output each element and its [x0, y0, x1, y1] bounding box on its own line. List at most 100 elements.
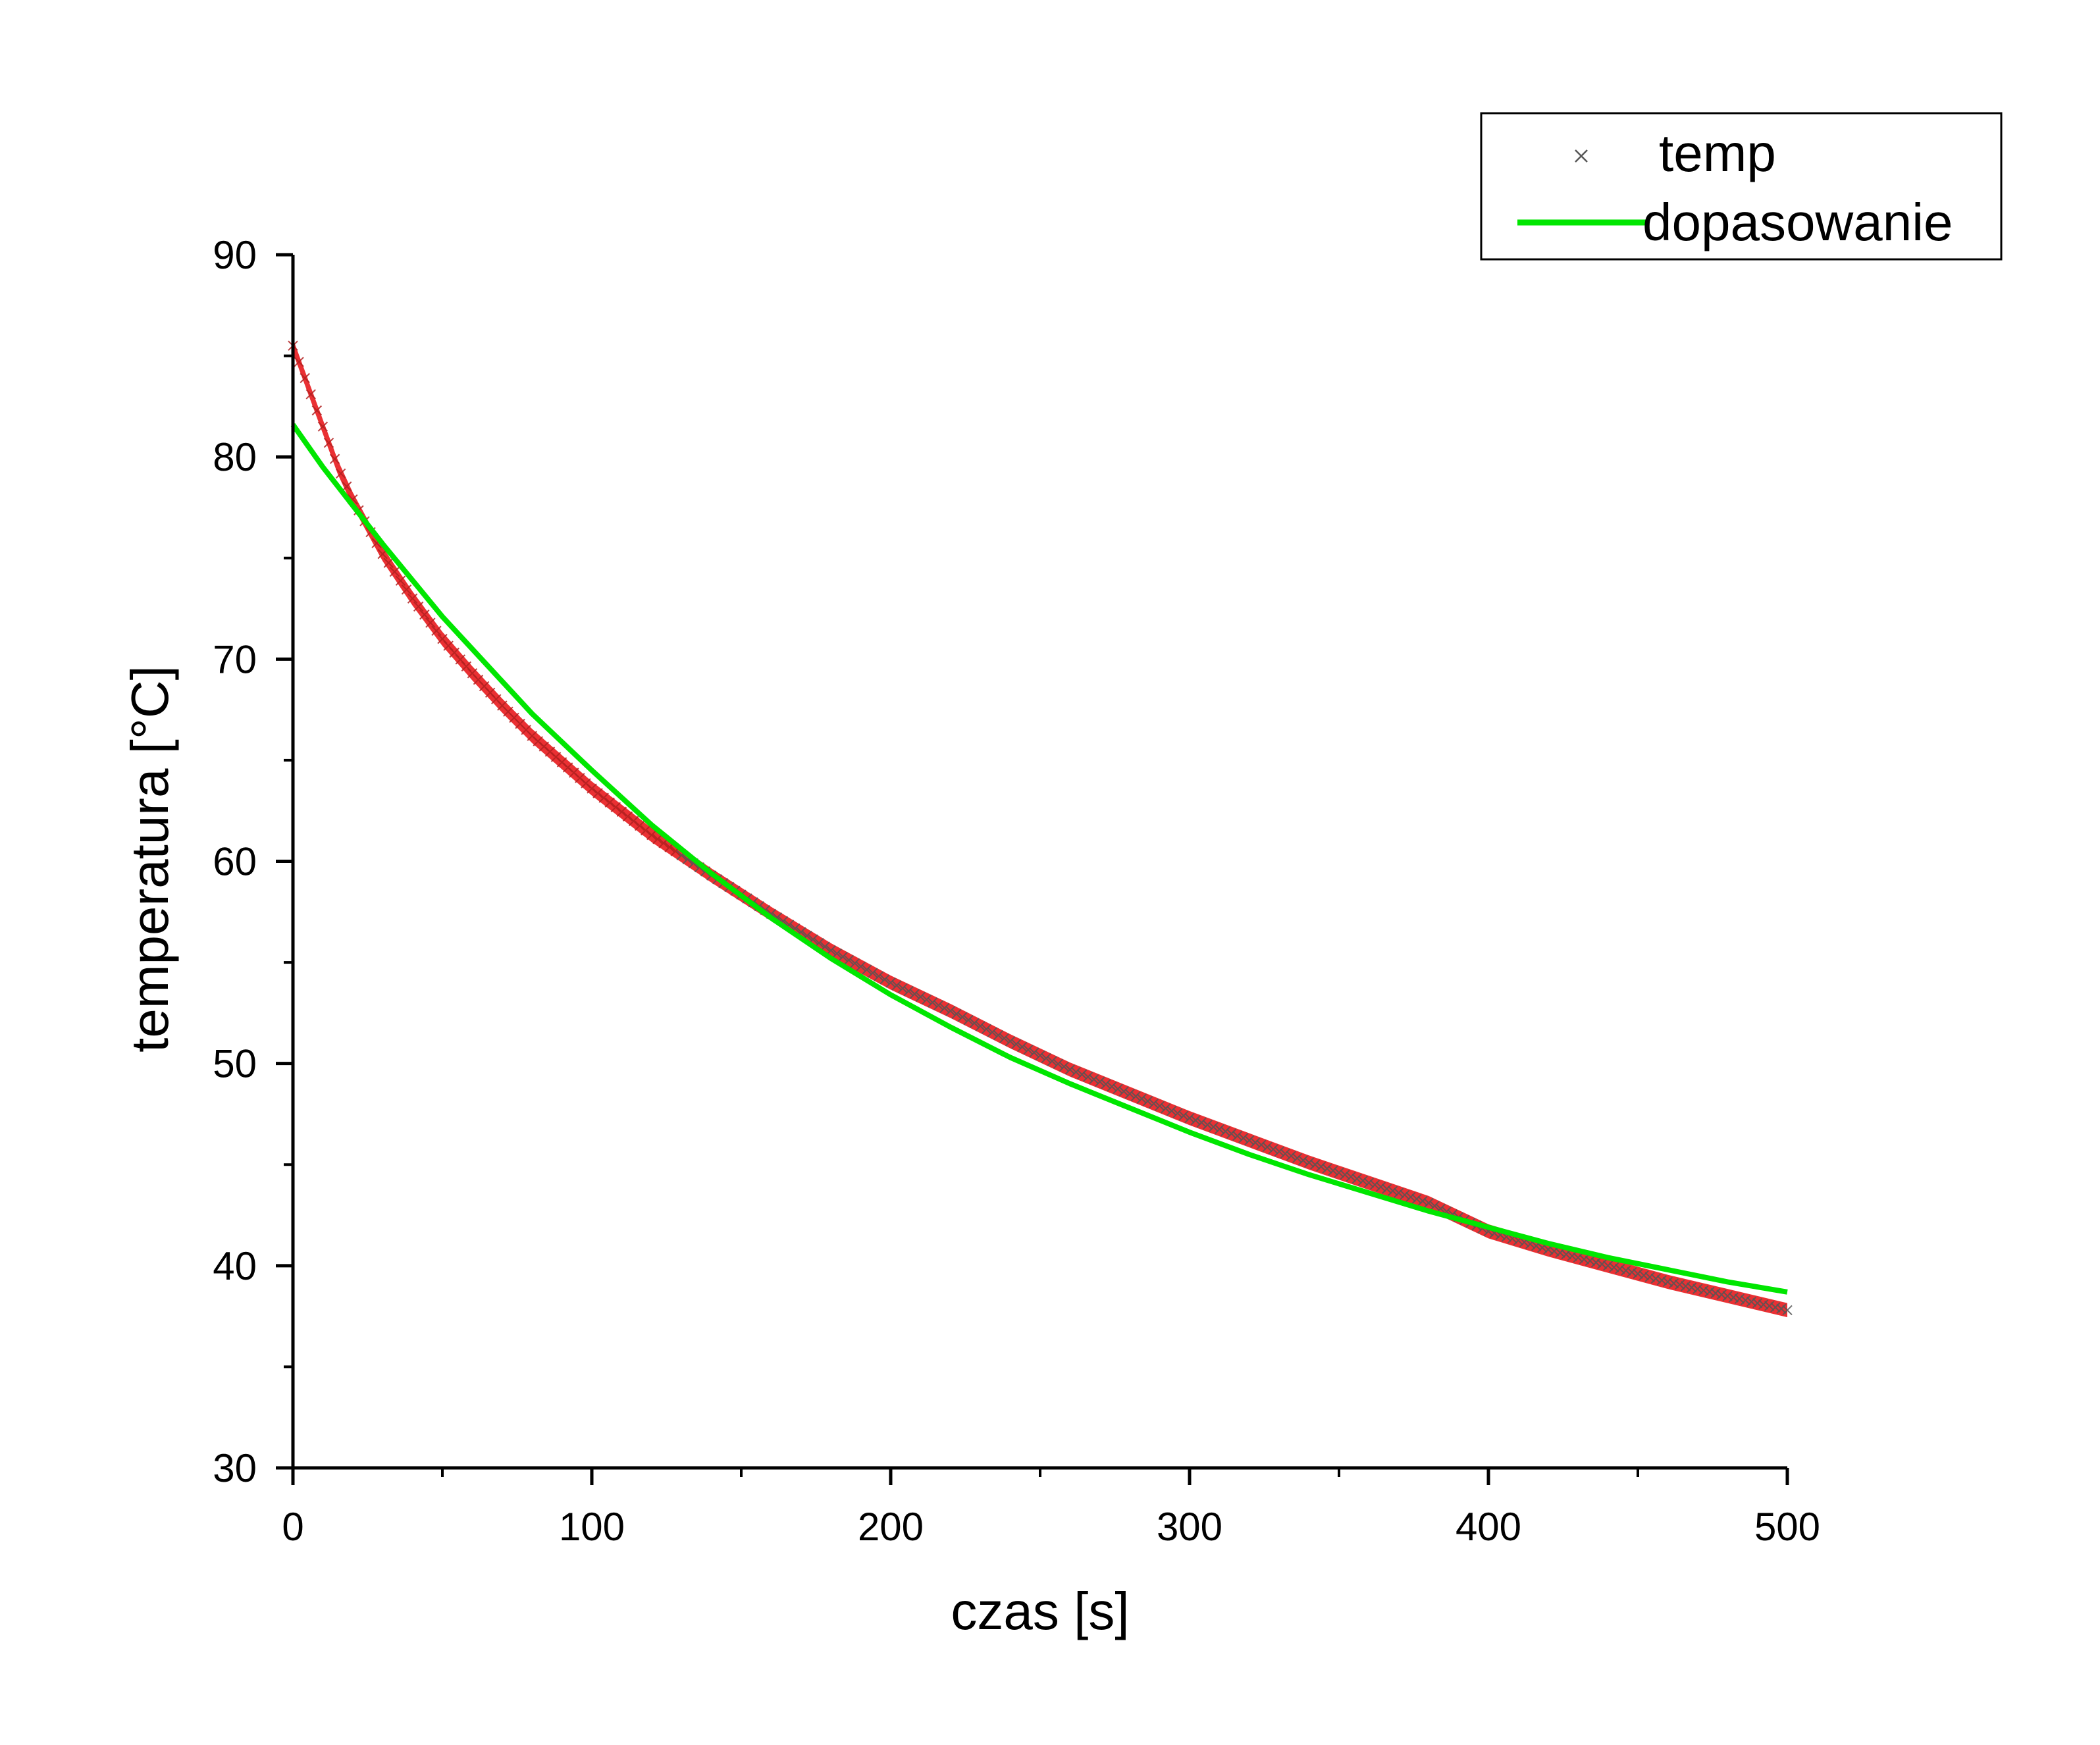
data-point [1668, 1278, 1679, 1289]
data-point [939, 1003, 950, 1014]
data-point [868, 968, 878, 978]
data-point [1322, 1163, 1332, 1174]
data-point [1214, 1124, 1225, 1135]
data-point [1005, 1036, 1016, 1047]
data-point [1579, 1254, 1589, 1264]
data-point [1059, 1061, 1070, 1072]
data-point [1400, 1189, 1410, 1201]
data-point [1639, 1270, 1649, 1281]
data-point [1346, 1171, 1356, 1182]
data-point [383, 558, 394, 568]
data-point [622, 811, 633, 822]
data-point [628, 816, 639, 827]
data-point [1011, 1039, 1022, 1049]
legend-fit-label: dopasowanie [1642, 193, 1953, 251]
data-point [1573, 1252, 1583, 1263]
data-point [431, 625, 442, 637]
data-point [1644, 1272, 1655, 1282]
data-point [1782, 1305, 1793, 1316]
data-point [1363, 1178, 1375, 1188]
y-axis-label: temperatura [°C] [120, 665, 179, 1053]
data-point [999, 1033, 1010, 1043]
y-tick-label: 70 [213, 637, 257, 681]
data-point [1113, 1083, 1123, 1095]
data-point [335, 468, 346, 479]
data-point [1734, 1293, 1745, 1304]
data-point [1238, 1133, 1249, 1143]
data-point [1280, 1148, 1290, 1159]
data-point [1292, 1153, 1303, 1164]
data-point [951, 1008, 962, 1020]
legend-box [1480, 112, 2003, 261]
data-point [1208, 1122, 1219, 1132]
data-point [1567, 1251, 1577, 1261]
data-point [342, 481, 352, 492]
data-point [1118, 1086, 1129, 1097]
data-point [1585, 1255, 1596, 1266]
data-point [1674, 1280, 1685, 1290]
x-tick-label: 100 [559, 1505, 625, 1549]
y-tick-label: 30 [213, 1446, 257, 1490]
x-tick-label: 200 [858, 1505, 924, 1549]
data-point [1352, 1174, 1362, 1184]
data-point [1232, 1130, 1243, 1141]
data-point [1107, 1081, 1117, 1092]
plot-area [288, 338, 1793, 1318]
data-point [419, 610, 430, 620]
data-point [1627, 1266, 1637, 1278]
data-point [311, 405, 323, 416]
data-point [1316, 1161, 1326, 1172]
data-point [598, 793, 609, 803]
data-point [987, 1027, 998, 1037]
data-point [1136, 1093, 1147, 1104]
data-point [1226, 1128, 1237, 1139]
x-tick-label: 300 [1157, 1505, 1222, 1549]
data-point [1154, 1101, 1165, 1111]
data-point [592, 788, 603, 798]
data-point [1776, 1303, 1787, 1314]
data-point [1029, 1047, 1039, 1058]
data-point [891, 980, 902, 991]
data-point [616, 806, 627, 817]
data-point [831, 948, 842, 959]
data-point [1076, 1069, 1088, 1080]
data-point [1394, 1187, 1404, 1198]
data-point [1196, 1117, 1207, 1128]
data-point [1142, 1096, 1153, 1107]
data-point [300, 373, 310, 384]
data-point [1274, 1146, 1284, 1157]
x-tick-label: 400 [1456, 1505, 1521, 1549]
data-point [1633, 1268, 1643, 1279]
data-point [1405, 1191, 1416, 1203]
data-point [1328, 1165, 1338, 1176]
data-point [993, 1029, 1004, 1041]
data-point [1035, 1050, 1045, 1061]
data-point [1758, 1299, 1769, 1310]
data-point [1388, 1185, 1398, 1196]
data-point [1082, 1072, 1093, 1082]
data-point [1172, 1108, 1183, 1118]
data-point [1423, 1197, 1434, 1209]
data-point [1268, 1144, 1278, 1155]
data-point [1411, 1193, 1422, 1205]
data-point [1017, 1041, 1028, 1053]
data-point [849, 958, 860, 969]
data-point [1190, 1115, 1201, 1126]
data-point [921, 994, 932, 1005]
data-point [401, 584, 412, 595]
data-point [604, 797, 615, 808]
data-point [1716, 1289, 1727, 1300]
data-point [294, 357, 304, 367]
data-point [1244, 1135, 1255, 1146]
data-point [1369, 1180, 1380, 1190]
data-point [1764, 1301, 1775, 1311]
data-point [1561, 1249, 1571, 1260]
data-point [855, 961, 866, 972]
legend-temp-marker [1575, 149, 1588, 163]
data-point [1309, 1159, 1321, 1170]
data-point [897, 983, 908, 994]
data-point [1047, 1056, 1057, 1066]
data-point [945, 1006, 956, 1016]
y-tick-label: 40 [213, 1244, 257, 1288]
